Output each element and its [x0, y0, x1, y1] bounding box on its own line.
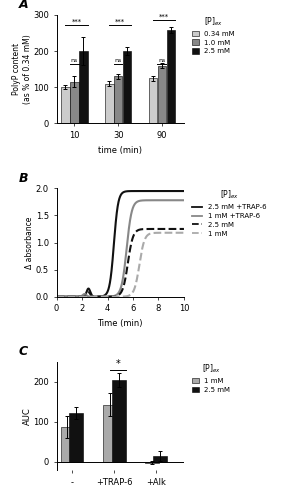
- Bar: [69, 413, 83, 462]
- Bar: [103, 404, 117, 462]
- Text: ns: ns: [158, 58, 166, 62]
- Y-axis label: PolyP content
(as % of 0.34 mM): PolyP content (as % of 0.34 mM): [12, 34, 32, 104]
- Text: ns: ns: [70, 58, 78, 62]
- Y-axis label: AUC: AUC: [23, 407, 32, 424]
- Bar: [61, 87, 70, 124]
- Bar: [61, 427, 74, 462]
- Y-axis label: Δ absorbance: Δ absorbance: [25, 216, 35, 268]
- Text: C: C: [18, 345, 27, 358]
- Bar: [167, 30, 175, 124]
- Text: ***: ***: [115, 18, 125, 24]
- Text: *: *: [115, 359, 120, 369]
- Bar: [123, 51, 131, 124]
- Text: B: B: [18, 172, 28, 185]
- Legend: 2.5 mM +TRAP-6, 1 mM +TRAP-6, 2.5 mM, 1 mM: 2.5 mM +TRAP-6, 1 mM +TRAP-6, 2.5 mM, 1 …: [189, 186, 269, 240]
- Text: ***: ***: [159, 14, 169, 20]
- Bar: [112, 380, 126, 462]
- Text: ns: ns: [114, 58, 122, 62]
- Legend: 1 mM, 2.5 mM: 1 mM, 2.5 mM: [189, 360, 233, 396]
- Bar: [105, 84, 113, 124]
- Bar: [145, 462, 159, 463]
- Bar: [114, 76, 123, 124]
- Bar: [149, 78, 157, 124]
- Bar: [153, 456, 167, 462]
- Bar: [158, 66, 166, 124]
- Text: A: A: [18, 0, 28, 12]
- X-axis label: time (min): time (min): [98, 146, 142, 154]
- Legend: 0.34 mM, 1.0 mM, 2.5 mM: 0.34 mM, 1.0 mM, 2.5 mM: [189, 13, 238, 57]
- X-axis label: Time (min): Time (min): [98, 319, 143, 328]
- Bar: [70, 82, 79, 124]
- Bar: [79, 51, 87, 124]
- Text: ***: ***: [72, 18, 82, 24]
